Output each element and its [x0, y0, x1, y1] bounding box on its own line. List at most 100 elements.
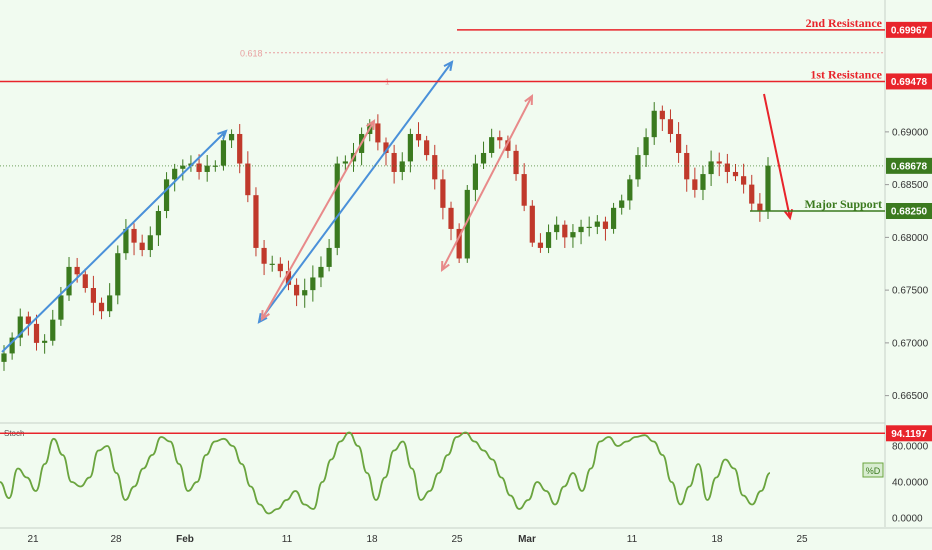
candle-body: [261, 247, 267, 264]
candle-body: [90, 288, 97, 303]
candle-body: [326, 247, 332, 267]
candle-body: [497, 137, 503, 141]
candle-body: [440, 179, 446, 208]
candle-body: [9, 337, 15, 354]
candle-body: [667, 119, 674, 134]
price-tick-label: 0.67500: [892, 286, 929, 297]
candle-body: [505, 140, 511, 151]
level-price-tag-text: 0.68250: [891, 207, 928, 218]
current-price-tag: [886, 157, 932, 174]
candle-body: [269, 263, 275, 265]
candle-body: [489, 137, 495, 153]
candle-body: [627, 179, 633, 201]
trend-arrow-3: [260, 118, 376, 322]
candle-body: [155, 211, 162, 236]
candle-body: [172, 168, 178, 180]
stoch-d-line: [0, 431, 771, 515]
fib-label: 0.618: [240, 48, 263, 58]
candle-body: [602, 221, 609, 229]
candle-body: [554, 224, 560, 233]
candle-body: [456, 228, 462, 259]
candle-body: [708, 161, 714, 175]
candle-body: [245, 163, 251, 196]
time-tick-label: 25: [451, 534, 463, 545]
candle-body: [139, 242, 145, 251]
candle-body: [74, 266, 80, 275]
candle-body: [107, 295, 113, 312]
candle-body: [1, 353, 7, 362]
candle-body: [115, 253, 121, 296]
candle-body: [163, 179, 170, 211]
price-tick-label: 0.67000: [892, 338, 929, 349]
price-tick-label: 0.69000: [892, 127, 929, 138]
candle-body: [619, 200, 625, 208]
candle-body: [594, 221, 600, 227]
time-tick-label: 21: [27, 534, 39, 545]
trend-arrow-1: [1, 129, 228, 353]
candle-body: [537, 242, 544, 248]
level-price-tag-text: 0.69967: [891, 25, 928, 36]
projection-arrow: [763, 93, 794, 221]
candle-body: [586, 226, 592, 229]
trend-arrow-2-head: [257, 312, 268, 324]
projection-arrow-head: [783, 209, 794, 221]
level-label: 2nd Resistance: [806, 16, 883, 30]
candle-body: [578, 226, 584, 233]
candle-body: [741, 176, 747, 185]
time-tick-label: 18: [366, 534, 378, 545]
axes: 0.69000 0.68500 0.68000 0.67500 0.67000 0.665…: [27, 127, 928, 545]
time-tick-label: 11: [282, 534, 293, 545]
candle-body: [415, 133, 422, 141]
candle-body: [749, 184, 755, 204]
candle-body: [342, 161, 348, 164]
candles: [1, 102, 771, 371]
price-tick-label: 0.66500: [892, 391, 929, 402]
candle-body: [147, 235, 153, 251]
trend-arrow-4-head: [524, 93, 534, 106]
candle-body: [407, 133, 413, 162]
candle-body: [757, 203, 763, 211]
candle-body: [675, 133, 682, 153]
trend-arrow-4-head: [440, 260, 450, 273]
trend-arrow-1-head: [217, 129, 228, 140]
trend-arrow-2-line: [258, 61, 453, 323]
candle-body: [732, 171, 739, 177]
candle-body: [293, 284, 300, 296]
candle-body: [277, 263, 283, 272]
candle-body: [334, 163, 340, 248]
trend-arrow-1-line: [1, 130, 227, 353]
stoch-legend-label: %D: [866, 466, 881, 476]
candle-body: [464, 189, 470, 259]
stoch-legend-box: [862, 462, 884, 478]
candle-body: [66, 266, 72, 296]
trend-arrow-3-head: [366, 118, 376, 131]
candle-body: [700, 174, 706, 190]
level-price-tag-text: 0.69478: [891, 77, 928, 88]
candle-body: [180, 165, 186, 169]
projection-arrow-line: [763, 93, 791, 219]
candle-body: [570, 232, 576, 238]
trend-arrow-2-head: [443, 60, 454, 72]
candle-body: [635, 155, 641, 180]
candle-body: [480, 152, 487, 164]
candle-body: [237, 133, 243, 164]
stoch-level-tag-text: 94.1197: [891, 429, 927, 440]
candle-body: [318, 266, 324, 278]
time-tick-label: 11: [627, 534, 638, 545]
time-tick-label: 18: [711, 534, 723, 545]
candle-body: [424, 140, 430, 156]
candle-body: [285, 271, 292, 285]
trend-arrow-2: [257, 60, 454, 324]
candle-body: [692, 179, 698, 190]
price-tick-label: 0.68500: [892, 180, 929, 191]
level-label: 1st Resistance: [810, 67, 882, 81]
candle-body: [383, 142, 389, 153]
annotations: [1, 60, 794, 353]
candle-body: [220, 140, 227, 166]
candle-body: [17, 316, 23, 338]
trend-arrow-3-line: [261, 120, 375, 320]
candle-body: [432, 155, 438, 180]
